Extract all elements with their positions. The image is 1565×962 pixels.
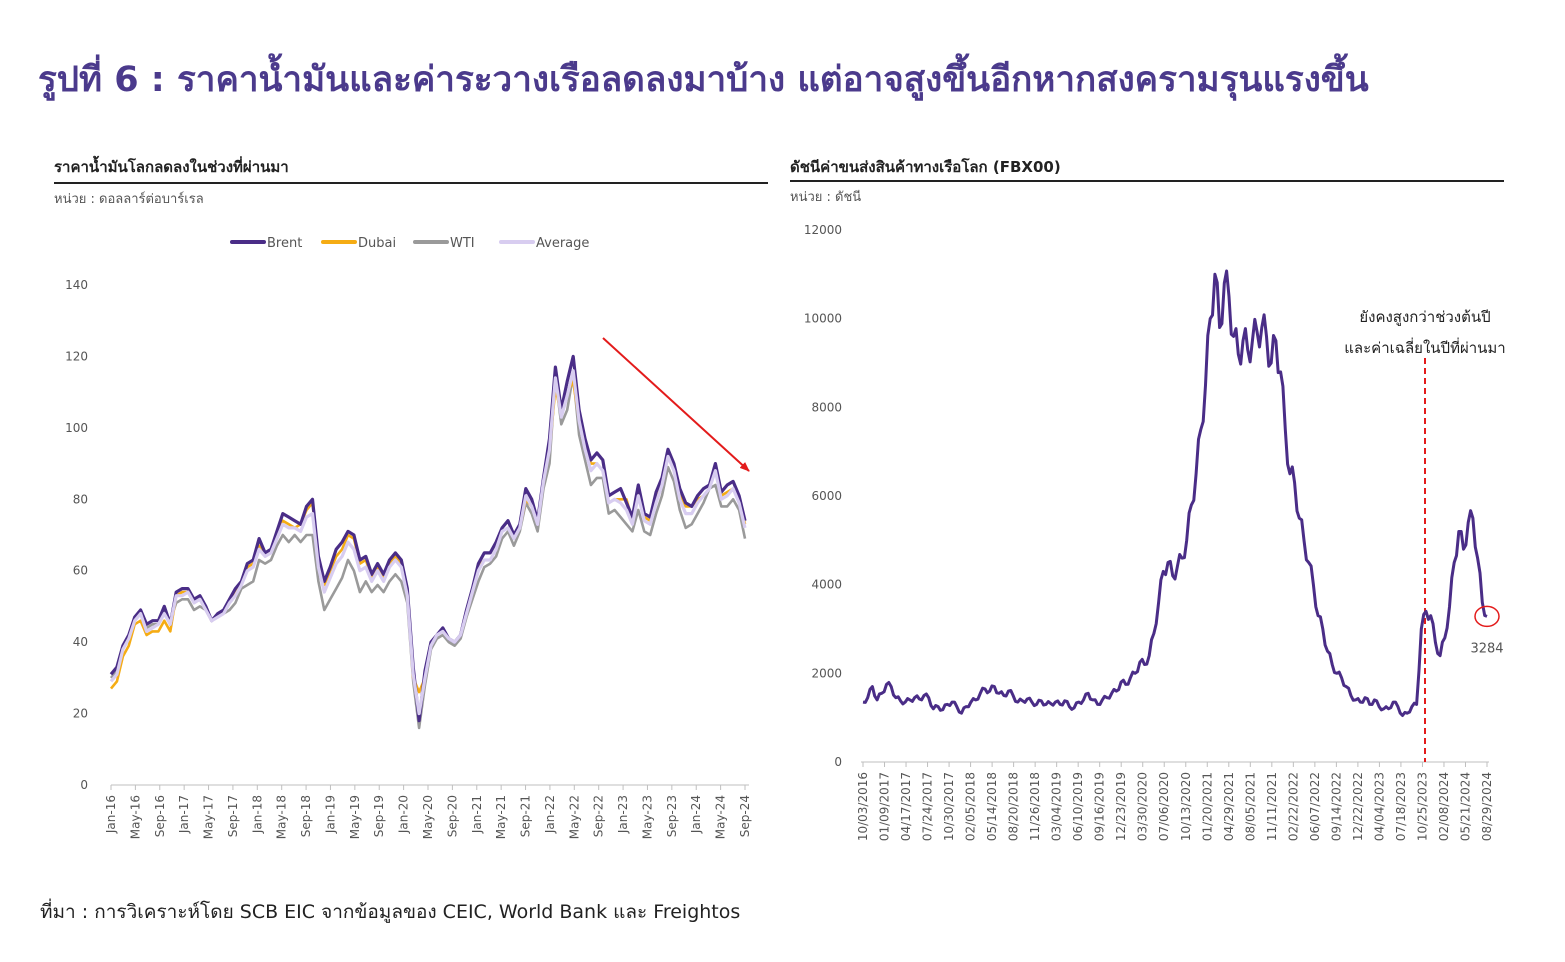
oil-chart-title: ราคาน้ำมันโลกลดลงในช่วงที่ผ่านมา: [54, 158, 289, 176]
fbx-x-tick-label: 01/09/2017: [878, 772, 892, 841]
oil-chart-unit: หน่วย : ดอลลาร์ต่อบาร์เรล: [54, 192, 204, 207]
fbx-x-tick-label: 08/20/2018: [1007, 772, 1021, 841]
oil-x-tick-label: Jan-24: [689, 795, 703, 834]
fbx-x-tick-label: 11/26/2018: [1028, 772, 1042, 841]
fbx-x-tick-label: 10/25/2023: [1415, 772, 1429, 841]
oil-x-tick-label: Jan-19: [323, 795, 337, 834]
series-line-wti: [109, 373, 747, 730]
fbx-chart-unit: หน่วย : ดัชนี: [790, 190, 862, 205]
oil-x-tick-label: Jan-20: [397, 795, 411, 834]
oil-x-tick-label: Sep-21: [519, 795, 533, 837]
annotation-line-1: ยังคงสูงกว่าช่วงต้นปี: [1359, 308, 1490, 326]
fbx-x-tick-label: 04/29/2021: [1222, 772, 1236, 841]
fbx-y-tick-label: 10000: [804, 312, 842, 326]
legend-label-dubai: Dubai: [358, 236, 396, 251]
fbx-x-tick-label: 07/18/2023: [1394, 772, 1408, 841]
oil-x-tick-label: May-16: [128, 795, 142, 839]
oil-y-tick-label: 80: [73, 492, 88, 506]
latest-value-label: 3284: [1470, 641, 1503, 656]
oil-x-tick-label: Sep-22: [592, 795, 606, 837]
latest-value-circle: [1474, 605, 1500, 628]
fbx-x-tick-label: 10/03/2016: [856, 772, 870, 841]
oil-x-tick-label: May-23: [640, 795, 654, 839]
fbx-chart-divider: [790, 180, 1504, 182]
oil-chart-divider: [54, 182, 768, 184]
annotation-line-2: และค่าเฉลี่ยในปีที่ผ่านมา: [1344, 337, 1505, 357]
fbx-chart-title: ดัชนีค่าขนส่งสินค้าทางเรือโลก (FBX00): [790, 158, 1061, 176]
fbx-x-tick-label: 06/07/2022: [1308, 772, 1322, 841]
fbx-x-tick-label: 04/04/2023: [1372, 772, 1386, 841]
oil-x-tick-label: Sep-23: [665, 795, 679, 837]
fbx-y-tick-label: 6000: [811, 489, 842, 503]
fbx-y-tick-label: 8000: [811, 400, 842, 414]
trend-arrow: [602, 337, 750, 472]
oil-y-tick-label: 0: [80, 778, 88, 792]
fbx-x-tick-label: 03/30/2020: [1136, 772, 1150, 841]
series-line-dubai: [109, 380, 747, 694]
source-note: ที่มา : การวิเคราะห์โดย SCB EIC จากข้อมู…: [40, 901, 741, 923]
series-line-average: [109, 369, 747, 716]
oil-x-tick-label: Sep-17: [226, 795, 240, 837]
oil-x-tick-label: May-17: [202, 795, 216, 839]
fbx-x-tick-label: 08/05/2021: [1243, 772, 1257, 841]
fbx-x-tick-label: 05/14/2018: [985, 772, 999, 841]
oil-x-tick-label: Jan-16: [104, 795, 118, 834]
oil-x-tick-label: May-21: [494, 795, 508, 839]
legend-label-average: Average: [536, 236, 589, 251]
oil-x-tick-label: Jan-21: [470, 795, 484, 834]
oil-x-tick-label: May-24: [714, 795, 728, 839]
oil-x-tick-label: May-20: [421, 795, 435, 839]
oil-x-tick-label: Jan-17: [177, 795, 191, 834]
fbx-x-tick-label: 06/10/2019: [1071, 772, 1085, 841]
fbx-x-tick-label: 03/04/2019: [1050, 772, 1064, 841]
fbx-x-tick-label: 05/21/2024: [1458, 772, 1472, 841]
oil-x-tick-label: Sep-19: [372, 795, 386, 837]
fbx-x-tick-label: 08/29/2024: [1480, 772, 1494, 841]
fbx-x-tick-label: 12/23/2019: [1114, 772, 1128, 841]
legend-label-wti: WTI: [450, 236, 475, 251]
oil-y-tick-label: 40: [73, 635, 88, 649]
fbx-y-tick-label: 12000: [804, 223, 842, 237]
legend-label-brent: Brent: [267, 236, 302, 251]
fbx-x-tick-label: 11/11/2021: [1265, 772, 1279, 841]
fbx-y-tick-label: 4000: [811, 578, 842, 592]
oil-y-tick-label: 60: [73, 564, 88, 578]
oil-x-tick-label: Sep-24: [738, 795, 752, 837]
oil-x-tick-label: Jan-22: [543, 795, 557, 834]
fbx-x-tick-label: 10/13/2020: [1179, 772, 1193, 841]
fbx-x-tick-label: 02/08/2024: [1437, 772, 1451, 841]
oil-y-tick-label: 120: [65, 349, 88, 363]
fbx-x-tick-label: 09/16/2019: [1093, 772, 1107, 841]
fbx-y-tick-label: 2000: [811, 666, 842, 680]
oil-x-tick-label: May-22: [567, 795, 581, 839]
oil-x-tick-label: May-18: [275, 795, 289, 839]
fbx-x-tick-label: 04/17/2017: [899, 772, 913, 841]
oil-x-tick-label: Jan-18: [250, 795, 264, 834]
oil-x-tick-label: Sep-16: [153, 795, 167, 837]
fbx-x-tick-label: 01/20/2021: [1200, 772, 1214, 841]
fbx-x-tick-label: 02/05/2018: [964, 772, 978, 841]
series-line-brent: [109, 354, 747, 723]
oil-y-tick-label: 20: [73, 707, 88, 721]
oil-x-tick-label: May-19: [348, 795, 362, 839]
fbx-x-tick-label: 07/24/2017: [921, 772, 935, 841]
fbx-x-tick-label: 09/14/2022: [1329, 772, 1343, 841]
page-title: รูปที่ 6 : ราคาน้ำมันและค่าระวางเรือลดลง…: [38, 60, 1369, 100]
fbx-series-line: [862, 269, 1488, 717]
oil-y-tick-label: 100: [65, 421, 88, 435]
oil-x-tick-label: Sep-18: [299, 795, 313, 837]
fbx-y-tick-label: 0: [834, 755, 842, 769]
fbx-x-tick-label: 02/22/2022: [1286, 772, 1300, 841]
oil-y-tick-label: 140: [65, 278, 88, 292]
oil-x-tick-label: Jan-23: [616, 795, 630, 834]
fbx-x-tick-label: 12/22/2022: [1351, 772, 1365, 841]
fbx-x-tick-label: 07/06/2020: [1157, 772, 1171, 841]
fbx-x-tick-label: 10/30/2017: [942, 772, 956, 841]
oil-x-tick-label: Sep-20: [445, 795, 459, 837]
